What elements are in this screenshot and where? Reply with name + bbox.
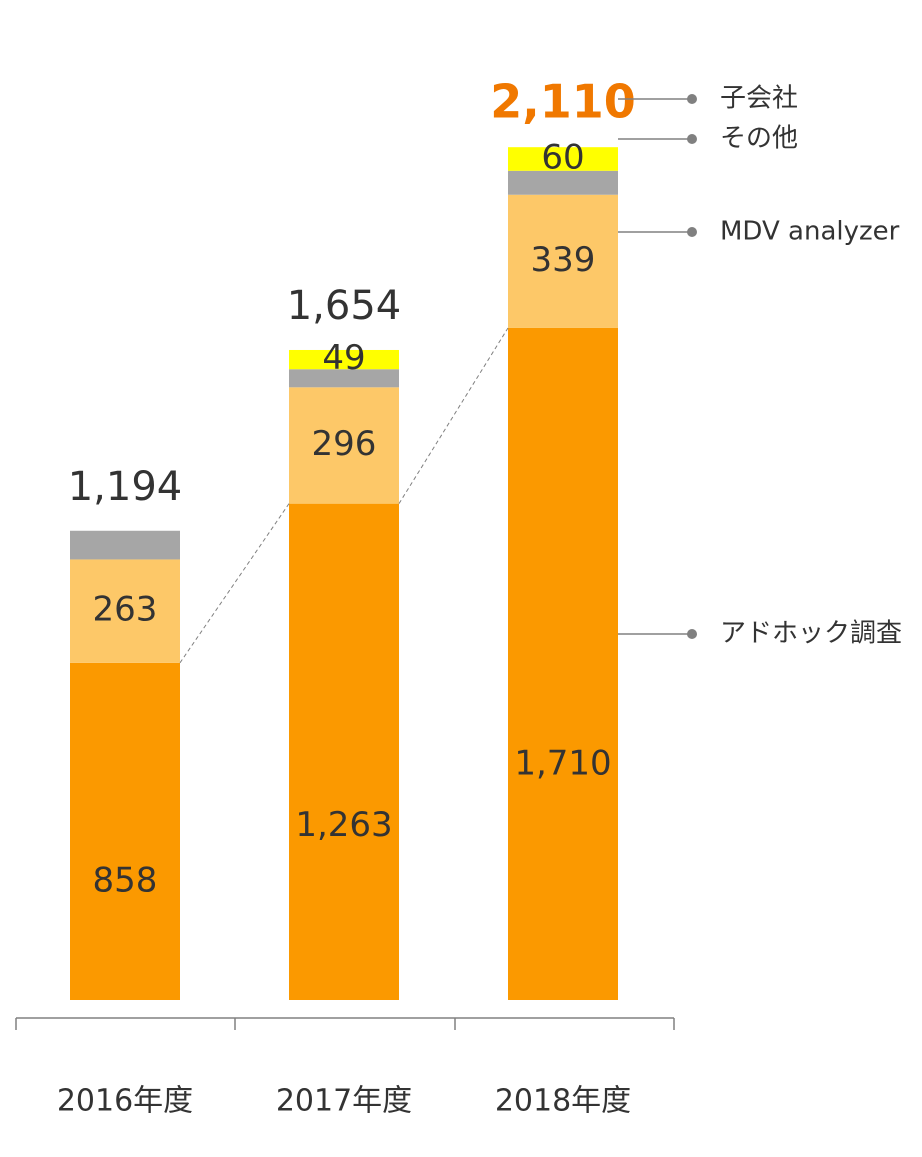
data-label-subsidiary-2: 49 [322,338,365,378]
legend-label-mdv-analyzer: MDV analyzer [720,217,900,247]
data-label-adhoc-3: 1,710 [514,743,611,783]
legend-marker-other [687,134,697,144]
category-label-1: 2016年度 [57,1084,193,1119]
bar-other-3 [508,170,618,195]
bar-other-1 [70,530,180,560]
bar-other-2 [289,369,399,388]
data-label-adhoc-1: 858 [93,860,158,900]
bar-subsidiary-3 [508,147,618,171]
bar-mdv-analyzer-2 [289,387,399,504]
bar-mdv-analyzer-1 [70,559,180,663]
category-label-2: 2017年度 [276,1084,412,1119]
data-label-mdv-analyzer-1: 263 [93,590,158,630]
category-label-3: 2018年度 [495,1084,631,1119]
bar-adhoc-2 [289,503,399,1000]
connector-line-2 [398,327,509,504]
total-label-1: 1,194 [68,464,183,510]
bar-adhoc-1 [70,662,180,1000]
data-label-subsidiary-3: 60 [541,137,584,177]
total-label-3: 2,110 [490,75,636,129]
data-label-mdv-analyzer-2: 296 [312,424,377,464]
legend-label-subsidiary: 子会社 [720,84,798,114]
legend-marker-adhoc [687,629,697,639]
bar-adhoc-3 [508,327,618,1001]
data-label-adhoc-2: 1,263 [295,805,392,845]
bar-mdv-analyzer-3 [508,194,618,328]
legend-label-other: その他 [720,124,798,154]
connector-line-1 [179,503,290,664]
legend-marker-mdv-analyzer [687,227,697,237]
total-label-2: 1,654 [287,283,402,329]
legend-marker-subsidiary [687,94,697,104]
bar-subsidiary-2 [289,349,399,370]
legend-label-adhoc: アドホック調査 [720,619,902,649]
data-label-mdv-analyzer-3: 339 [531,240,596,280]
